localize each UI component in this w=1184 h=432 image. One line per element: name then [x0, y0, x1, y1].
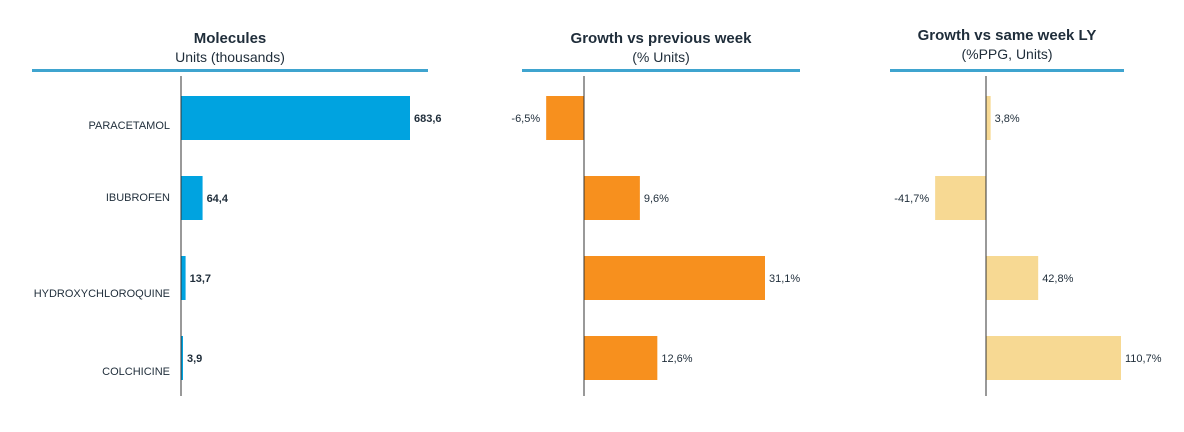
chart-subtitle: (% Units) — [632, 49, 690, 65]
category-label: PARACETAMOL — [88, 120, 171, 132]
chart-title: Molecules — [193, 30, 267, 47]
bar — [181, 336, 183, 380]
bar — [584, 256, 765, 300]
bar — [584, 176, 640, 220]
bar — [181, 96, 410, 140]
bar — [986, 256, 1039, 300]
chart-title: Growth vs previous week — [570, 30, 752, 47]
bar — [181, 176, 203, 220]
panel-header-molecules: Molecules Units (thousands) — [32, 30, 428, 66]
bar — [584, 336, 658, 380]
value-label: 42,8% — [1042, 273, 1073, 285]
category-label: HYDROXYCHLOROQUINE — [33, 288, 170, 300]
value-label: 31,1% — [769, 273, 800, 285]
value-label: -41,7% — [894, 193, 929, 205]
value-label: 64,4 — [207, 193, 229, 205]
value-label: 110,7% — [1125, 353, 1162, 365]
panel-header-growth-prev-week: Growth vs previous week (% Units) — [522, 30, 800, 66]
value-label: 13,7 — [190, 273, 211, 285]
value-label: 12,6% — [661, 353, 692, 365]
chart-title: Growth vs same week LY — [917, 27, 1097, 44]
value-label: -6,5% — [511, 113, 540, 125]
panel-rule — [522, 69, 800, 72]
category-label: COLCHICINE — [102, 366, 170, 378]
panel-rule — [32, 69, 428, 72]
value-label: 683,6 — [414, 113, 442, 125]
value-label: 3,9 — [187, 353, 202, 365]
bar — [986, 96, 991, 140]
chart-subtitle: Units (thousands) — [175, 49, 285, 65]
panel-rule — [890, 69, 1124, 72]
chart-subtitle: (%PPG, Units) — [961, 46, 1053, 62]
bar — [935, 176, 986, 220]
bar — [181, 256, 186, 300]
bar — [986, 336, 1121, 380]
value-label: 3,8% — [995, 113, 1020, 125]
value-label: 9,6% — [644, 193, 669, 205]
bar — [546, 96, 584, 140]
panel-header-growth-same-week-ly: Growth vs same week LY (%PPG, Units) — [890, 27, 1124, 63]
category-label: IBUBROFEN — [105, 192, 170, 204]
